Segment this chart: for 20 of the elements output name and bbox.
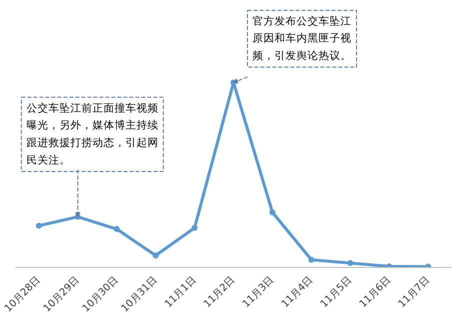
- annotation: 官方发布公交车坠江原因和车内黑匣子视频，引发舆论热议。: [252, 14, 352, 62]
- point: [114, 226, 120, 232]
- x-tick-label: 11月7日: [396, 274, 432, 310]
- point: [347, 260, 354, 266]
- x-tick-label: 11月1日: [163, 274, 198, 310]
- x-tick-label: 10月28日: [2, 274, 43, 315]
- x-tick-label: 11月4日: [280, 274, 316, 310]
- x-tick-label: 10月29日: [42, 274, 82, 315]
- point: [152, 252, 159, 258]
- point: [308, 256, 314, 263]
- x-tick-label: 11月2日: [202, 274, 238, 310]
- x-tick-label: 11月3日: [240, 274, 276, 310]
- point: [192, 224, 198, 231]
- annotation: 公交车坠江前正面撞车视频曝光，另外，媒体博主持续跟进救援打捞动态，引起网民关注。: [26, 101, 158, 166]
- x-tick-label: 10月30日: [80, 274, 121, 315]
- x-tick-label: 10月31日: [120, 274, 160, 315]
- point: [36, 222, 42, 229]
- x-tick-label: 11月6日: [358, 274, 394, 310]
- x-tick-label: 11月5日: [318, 274, 354, 310]
- point: [269, 209, 276, 216]
